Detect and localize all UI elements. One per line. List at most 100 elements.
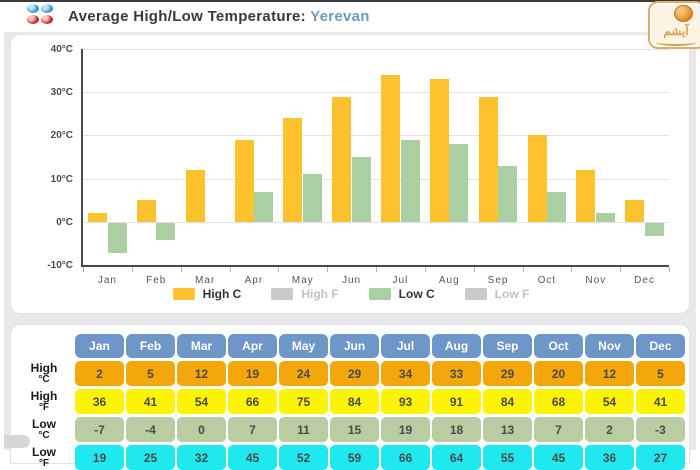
x-axis-tick: [571, 267, 573, 272]
x-axis-tick: [131, 267, 133, 272]
temperature-value-cell: 66: [381, 445, 430, 470]
temperature-value-cell: 2: [75, 361, 124, 386]
month-header-cell: Apr: [228, 334, 277, 358]
bar-low-c[interactable]: [547, 191, 566, 222]
x-axis-tick: [376, 267, 377, 272]
temperature-value-cell: 29: [483, 361, 532, 386]
x-axis-month-label: Nov: [585, 275, 607, 286]
month-header-cell: Sep: [483, 334, 532, 358]
legend-swatch-icon: [172, 288, 195, 300]
bar-high-c[interactable]: [234, 139, 254, 222]
header-bar: Average High/Low Temperature: Yerevan: [0, 2, 700, 32]
bar-low-c[interactable]: [498, 165, 518, 222]
bar-high-c[interactable]: [429, 79, 449, 222]
temperature-value-cell: 91: [432, 389, 481, 414]
temperature-value-cell: 12: [585, 361, 634, 386]
temperature-value-cell: 5: [126, 361, 175, 386]
bar-high-c[interactable]: [576, 169, 596, 222]
temperature-value-cell: 55: [483, 445, 532, 470]
temperature-value-cell: 54: [177, 389, 226, 414]
bar-low-c[interactable]: [644, 222, 664, 236]
temperature-value-cell: 18: [432, 417, 481, 442]
temperature-value-cell: 24: [279, 361, 328, 386]
x-axis-month-label: Sep: [487, 275, 509, 286]
x-axis-month-label: Dec: [634, 275, 655, 286]
temperature-value-cell: 19: [228, 361, 277, 386]
x-axis-tick: [180, 267, 182, 272]
temperature-value-cell: 19: [381, 417, 430, 442]
legend-item-high-c[interactable]: High C: [172, 287, 242, 301]
bar-high-c[interactable]: [625, 200, 645, 222]
bar-low-c[interactable]: [107, 222, 127, 254]
y-axis-tick-label: 20°C: [50, 130, 73, 142]
temperature-value-cell: 52: [279, 445, 328, 470]
temperature-value-cell: 84: [330, 389, 379, 414]
temperature-value-cell: 2: [585, 417, 634, 442]
temperature-value-cell: 7: [534, 417, 583, 442]
temperature-value-cell: 93: [381, 389, 430, 414]
x-axis-tick: [669, 267, 670, 272]
bar-low-c[interactable]: [449, 144, 469, 222]
month-header-cell: May: [279, 334, 328, 358]
red-dot-icon: [41, 15, 53, 24]
temperature-value-cell: 29: [330, 361, 379, 386]
temperature-value-cell: 34: [381, 361, 430, 386]
bar-high-c[interactable]: [88, 213, 107, 222]
y-axis-tick-label: 30°C: [50, 87, 73, 99]
month-header-cell: Aug: [432, 334, 481, 358]
legend-swatch-icon: [464, 288, 487, 300]
month-header-cell: Jan: [75, 334, 124, 358]
x-axis-tick: [473, 267, 475, 272]
x-axis-month-label: May: [291, 275, 314, 286]
x-axis-tick: [522, 267, 524, 272]
bar-high-c[interactable]: [381, 74, 400, 222]
legend-item-low-f[interactable]: Low F: [464, 287, 529, 301]
temperature-value-cell: 27: [636, 445, 685, 470]
bar-low-c[interactable]: [302, 174, 322, 222]
x-axis-tick: [278, 267, 280, 272]
legend-item-high-f[interactable]: High F: [271, 287, 339, 301]
site-logo[interactable]: آیشم: [648, 1, 700, 49]
logo-text: آیشم: [663, 24, 689, 38]
bar-high-c[interactable]: [527, 135, 547, 222]
temperature-value-cell: 13: [483, 417, 532, 442]
x-axis-month-label: Aug: [438, 275, 460, 286]
bar-high-c[interactable]: [332, 96, 352, 222]
bar-high-c[interactable]: [185, 169, 205, 222]
legend-label: High C: [202, 287, 242, 301]
month-header-cell: Mar: [177, 334, 226, 358]
temperature-value-cell: 0: [177, 417, 226, 442]
bar-low-c[interactable]: [156, 222, 176, 241]
table-grid: Jan Feb Mar Apr May Jun Jul Aug Sep Oct Nov Dec High…: [11, 325, 689, 470]
bar-low-c[interactable]: [595, 213, 615, 222]
bar-high-c[interactable]: [136, 200, 156, 222]
x-axis-tick: [620, 267, 622, 272]
month-header-cell: Jun: [330, 334, 379, 358]
row-label-lowc: Low °C: [32, 416, 56, 441]
chart-legend: High C High F Low C Low F: [11, 287, 691, 301]
temperature-value-cell: 75: [279, 389, 328, 414]
x-axis-tick: [327, 267, 329, 272]
temperature-value-cell: -4: [126, 417, 175, 442]
temperature-value-cell: 45: [228, 445, 277, 470]
bar-low-c[interactable]: [351, 157, 371, 222]
temperature-value-cell: 84: [483, 389, 532, 414]
row-label-highf: High °F: [30, 388, 58, 413]
bar-high-c[interactable]: [283, 118, 303, 222]
logo-flourish-icon: [656, 39, 696, 46]
legend-swatch-icon: [368, 288, 391, 300]
x-axis-tick: [229, 267, 231, 272]
temperature-chart: 40°C 30°C 20°C 10°C 0°C -10°C Jan Feb Mar Apr May J…: [10, 34, 690, 314]
temperature-value-cell: 7: [228, 417, 277, 442]
y-gridline: [83, 92, 669, 94]
temperature-value-cell: 12: [177, 361, 226, 386]
temperature-value-cell: 54: [585, 389, 634, 414]
row-label-highc: High °C: [30, 360, 58, 385]
temperature-value-cell: 68: [534, 389, 583, 414]
legend-item-low-c[interactable]: Low C: [368, 287, 435, 301]
bar-low-c[interactable]: [400, 139, 420, 222]
bar-low-c[interactable]: [254, 191, 273, 222]
temperature-value-cell: 11: [279, 417, 328, 442]
blue-dot-icon: [27, 4, 39, 13]
bar-high-c[interactable]: [478, 96, 498, 222]
